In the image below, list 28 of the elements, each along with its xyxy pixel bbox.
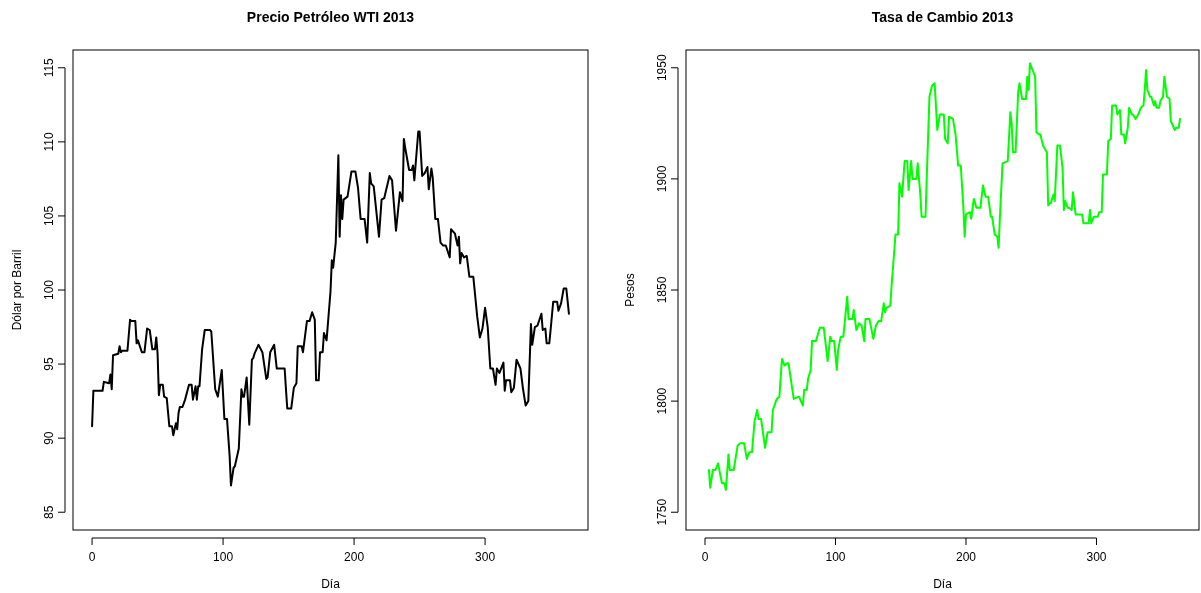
x-tick-label: 0	[88, 550, 96, 564]
x-tick-label: 200	[344, 550, 365, 564]
y-tick-label: 100	[42, 279, 56, 301]
y-tick-label: 90	[42, 431, 56, 445]
y-tick-label: 1900	[655, 165, 669, 193]
y-tick-label: 115	[42, 57, 56, 78]
x-tick-label: 100	[213, 550, 234, 564]
y-axis-title: Dólar por Barril	[10, 249, 24, 331]
line-series	[91, 130, 570, 487]
y-tick-label: 1850	[655, 276, 669, 304]
y-axis-title: Pesos	[623, 273, 637, 307]
y-tick-label: 110	[42, 131, 56, 152]
y-tick-label: 105	[42, 205, 56, 226]
chart-title: Tasa de Cambio 2013	[871, 9, 1014, 25]
x-tick-label: 0	[701, 550, 709, 564]
y-tick-label: 1750	[655, 498, 669, 526]
y-tick-label: 95	[42, 357, 56, 371]
y-tick-label: 85	[42, 505, 56, 519]
x-tick-label: 200	[955, 550, 977, 564]
x-tick-label: 300	[475, 550, 496, 564]
y-tick-label: 1950	[655, 54, 669, 82]
chart-title: Precio Petróleo WTI 2013	[246, 9, 415, 25]
line-series	[707, 62, 1181, 491]
x-axis-title: Día	[933, 577, 953, 591]
x-axis-title: Día	[321, 577, 341, 591]
x-tick-label: 100	[825, 550, 846, 564]
x-tick-label: 300	[1086, 550, 1107, 564]
y-tick-label: 1800	[655, 387, 669, 415]
